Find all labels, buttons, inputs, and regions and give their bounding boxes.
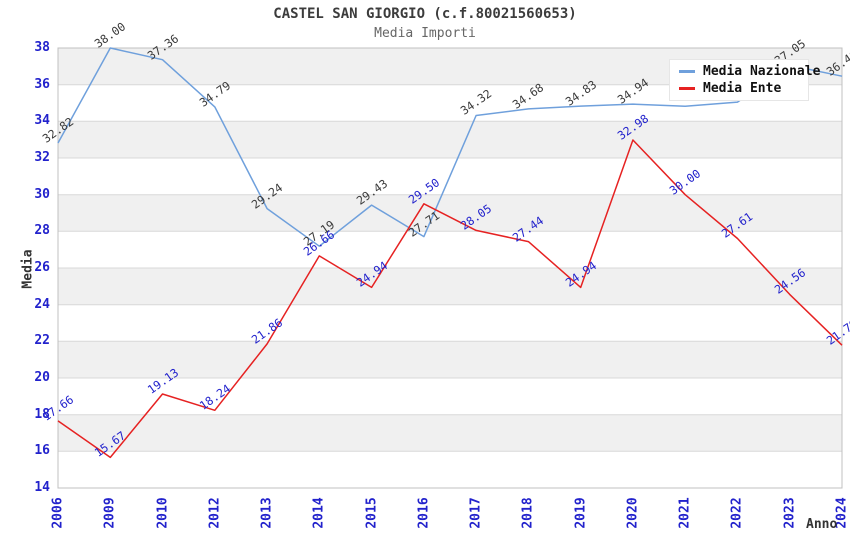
legend-item: Media Ente [679, 81, 799, 96]
x-tick-label: 2014 [311, 497, 327, 529]
legend: Media Nazionale Media Ente [669, 59, 820, 101]
x-tick-label: 2022 [729, 497, 745, 529]
x-axis-title: Anno [806, 517, 838, 532]
x-tick-label: 2017 [468, 497, 484, 529]
plot-band [58, 268, 842, 305]
plot-band [58, 378, 842, 415]
y-tick-label: 24 [34, 296, 50, 312]
x-tick-label: 2015 [364, 497, 380, 529]
y-tick-label: 38 [34, 40, 50, 55]
plot-border [57, 47, 843, 489]
plot-band [58, 451, 842, 488]
x-tick-label: 2019 [573, 497, 589, 529]
y-tick-label: 22 [34, 333, 50, 349]
x-tick-label: 2010 [155, 497, 171, 529]
x-tick-label: 2009 [102, 497, 118, 529]
series-line-media-ente [57, 139, 843, 459]
y-tick-label: 30 [34, 186, 50, 202]
x-tick-label: 2006 [50, 497, 66, 529]
legend-swatch-line-icon [679, 70, 695, 73]
y-tick-label: 34 [34, 113, 50, 129]
x-tick-label: 2016 [416, 497, 432, 529]
plot-band [58, 414, 842, 452]
y-tick-label: 14 [34, 480, 50, 495]
chart-title: CASTEL SAN GIORGIO (c.f.80021560653) [273, 6, 577, 22]
legend-item: Media Nazionale [679, 64, 820, 79]
plot-band [58, 304, 842, 342]
y-tick-label: 28 [34, 223, 50, 239]
legend-label: Media Ente [703, 81, 782, 96]
series-line-media-nazionale [57, 47, 843, 247]
x-tick-label: 2020 [625, 497, 641, 529]
plot-band [58, 194, 842, 232]
plot-band [58, 341, 842, 378]
legend-label: Media Nazionale [703, 64, 821, 79]
x-tick-label: 2012 [207, 497, 223, 529]
y-axis-title: Media [20, 249, 36, 289]
y-tick-label: 36 [34, 76, 50, 92]
x-tick-label: 2018 [520, 497, 536, 529]
x-tick-label: 2013 [259, 497, 275, 529]
y-tick-label: 32 [34, 150, 50, 165]
y-tick-label: 20 [34, 370, 50, 385]
y-tick-label: 16 [34, 443, 50, 459]
x-tick-label: 2023 [782, 497, 798, 529]
x-tick-label: 2021 [677, 497, 693, 529]
plot-band [58, 121, 842, 158]
y-tick-label: 18 [34, 406, 50, 422]
legend-swatch-line-icon [679, 87, 695, 90]
plot-band [58, 231, 842, 268]
chart-subtitle: Media Importi [374, 26, 476, 41]
y-tick-label: 26 [34, 260, 50, 275]
